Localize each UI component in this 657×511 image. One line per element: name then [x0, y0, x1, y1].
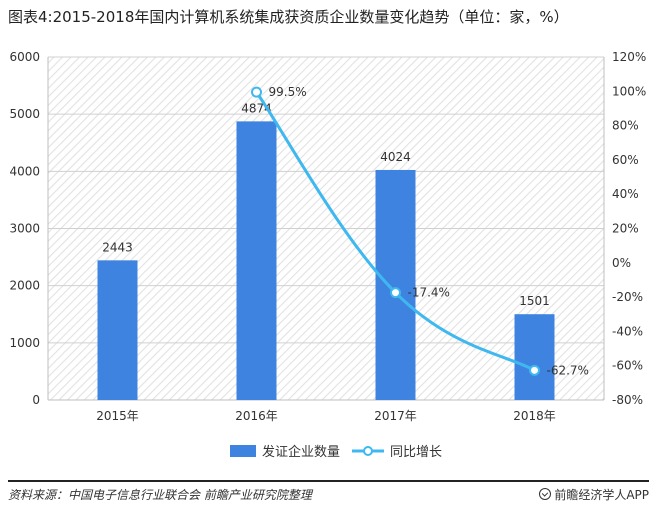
line-point	[529, 364, 540, 376]
bar	[97, 260, 138, 400]
right-tick-label: 100%	[612, 84, 646, 98]
footer-divider	[8, 480, 649, 482]
right-axis: -80% -60% -40% -20% 0% 20% 40% 60% 80% 100% 120%	[603, 50, 646, 407]
brand-label: 前瞻经济学人APP	[539, 486, 649, 503]
right-tick-label: 80%	[612, 119, 639, 133]
right-tick-label: -20%	[612, 290, 643, 304]
line-value-label: -62.7%	[547, 363, 589, 377]
legend: 发证企业数量 同比增长	[230, 444, 442, 460]
left-tick-label: 5000	[9, 107, 40, 121]
bar	[236, 121, 277, 401]
left-tick-label: 4000	[9, 164, 40, 178]
right-tick-label: 60%	[612, 153, 639, 167]
combo-chart: 0 1000 2000 3000 4000 5000 6000 -80% -60% -40% -2…	[9, 50, 646, 460]
bar-value-label: 2443	[102, 240, 133, 254]
brand-text: 前瞻经济学人APP	[554, 488, 649, 502]
legend-line-marker	[363, 446, 373, 456]
legend-bar-swatch	[230, 445, 256, 457]
growth-line	[255, 91, 536, 372]
chart-title: 图表4:2015-2018年国内计算机系统集成获资质企业数量变化趋势（单位：家，…	[8, 8, 569, 26]
right-tick-label: -80%	[612, 393, 643, 407]
line-data-labels: 99.5% -17.4% -62.7%	[269, 85, 589, 377]
line-series	[251, 86, 540, 376]
right-tick-label: 40%	[612, 187, 639, 201]
left-axis: 0 1000 2000 3000 4000 5000 6000	[9, 50, 604, 407]
source-note: 资料来源：中国电子信息行业联合会 前瞻产业研究院整理	[8, 488, 312, 502]
bar	[514, 314, 555, 400]
legend-line-label: 同比增长	[390, 445, 442, 460]
left-tick-label: 0	[32, 393, 40, 407]
right-tick-label: 20%	[612, 222, 639, 236]
bar-value-label: 1501	[519, 294, 550, 308]
bar-series	[97, 121, 555, 401]
category-label: 2017年	[374, 409, 417, 423]
line-value-label: -17.4%	[408, 286, 450, 300]
right-tick-label: 120%	[612, 50, 646, 64]
line-point	[390, 287, 401, 299]
legend-bar-label: 发证企业数量	[262, 444, 340, 460]
right-tick-label: 0%	[612, 256, 631, 270]
bar	[375, 169, 416, 400]
left-tick-label: 6000	[9, 50, 40, 64]
brand-logo-icon	[539, 488, 552, 500]
left-tick-label: 3000	[9, 222, 40, 236]
line-value-label: 99.5%	[269, 85, 307, 99]
category-label: 2016年	[235, 409, 278, 423]
category-label: 2015年	[96, 409, 139, 423]
right-tick-label: -40%	[612, 324, 643, 338]
category-axis: 2015年 2016年 2017年 2018年	[96, 409, 556, 423]
category-label: 2018年	[513, 409, 556, 423]
bar-value-label: 4024	[380, 150, 411, 164]
left-tick-label: 2000	[9, 279, 40, 293]
line-point	[251, 86, 262, 98]
left-tick-label: 1000	[9, 336, 40, 350]
right-tick-label: -60%	[612, 359, 643, 373]
